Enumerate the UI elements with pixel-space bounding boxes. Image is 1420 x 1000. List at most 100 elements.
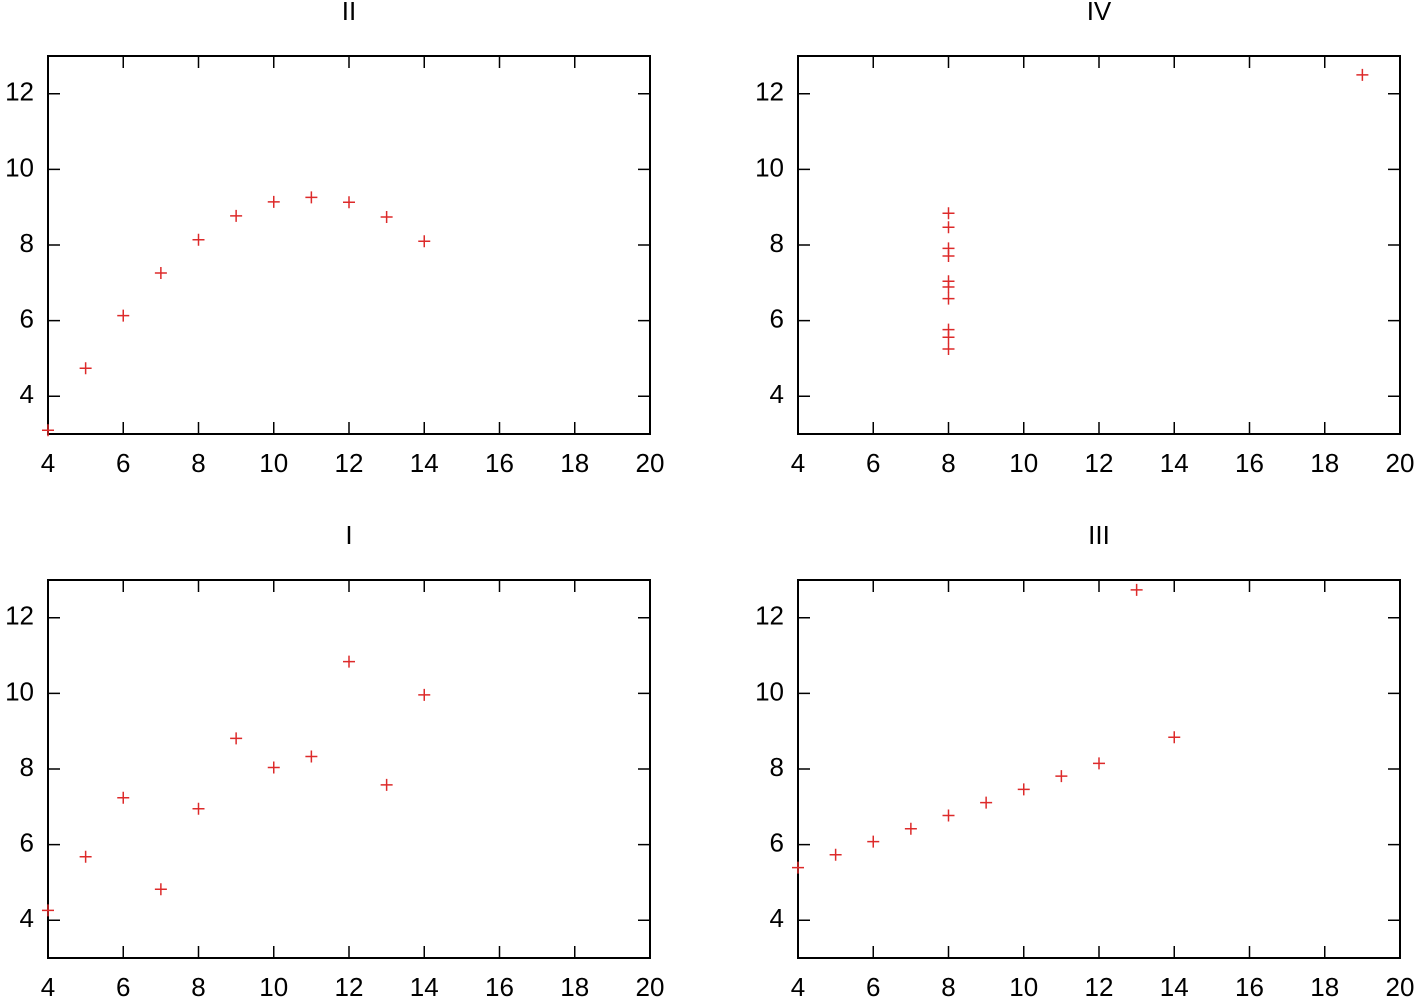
chart-title: III bbox=[1088, 520, 1110, 550]
point bbox=[192, 233, 205, 246]
x-tick-label: 14 bbox=[1160, 448, 1189, 478]
point bbox=[230, 732, 243, 745]
x-tick-label: 18 bbox=[1310, 448, 1339, 478]
point bbox=[942, 242, 955, 255]
point bbox=[42, 904, 54, 917]
x-tick-label: 8 bbox=[941, 448, 955, 478]
x-tick-label: 4 bbox=[41, 448, 55, 478]
point bbox=[305, 191, 318, 204]
point bbox=[42, 424, 54, 437]
y-tick-label: 10 bbox=[755, 676, 784, 706]
chart-title: I bbox=[345, 520, 352, 550]
point bbox=[867, 835, 880, 848]
x-tick-label: 12 bbox=[1085, 972, 1114, 1000]
point bbox=[1356, 68, 1369, 81]
x-tick-label: 10 bbox=[259, 972, 288, 1000]
point bbox=[305, 750, 318, 763]
point bbox=[1017, 783, 1030, 796]
x-tick-label: 14 bbox=[410, 448, 439, 478]
point bbox=[1093, 757, 1105, 770]
x-tick-label: 6 bbox=[866, 448, 880, 478]
x-tick-label: 14 bbox=[1160, 972, 1189, 1000]
x-tick-label: 10 bbox=[1009, 972, 1038, 1000]
point bbox=[79, 850, 92, 863]
point bbox=[267, 195, 280, 208]
y-tick-label: 12 bbox=[5, 77, 34, 107]
y-tick-label: 4 bbox=[770, 379, 784, 409]
point bbox=[942, 280, 955, 293]
x-tick-label: 20 bbox=[636, 972, 665, 1000]
point bbox=[418, 235, 431, 248]
point bbox=[267, 761, 280, 774]
y-tick-label: 6 bbox=[770, 303, 784, 333]
y-tick-label: 6 bbox=[770, 827, 784, 857]
x-tick-label: 18 bbox=[560, 448, 589, 478]
x-tick-label: 6 bbox=[116, 448, 130, 478]
chart-title: IV bbox=[1087, 0, 1112, 26]
point bbox=[904, 822, 917, 835]
x-tick-label: 10 bbox=[259, 448, 288, 478]
x-tick-label: 12 bbox=[335, 448, 364, 478]
point bbox=[829, 848, 842, 861]
y-tick-label: 8 bbox=[20, 228, 34, 258]
y-tick-label: 12 bbox=[5, 601, 34, 631]
x-tick-label: 18 bbox=[1310, 972, 1339, 1000]
chart-title: II bbox=[342, 0, 356, 26]
point bbox=[980, 796, 993, 809]
x-tick-label: 18 bbox=[560, 972, 589, 1000]
y-tick-label: 12 bbox=[755, 601, 784, 631]
x-tick-label: 10 bbox=[1009, 448, 1038, 478]
y-tick-label: 4 bbox=[20, 903, 34, 933]
point bbox=[1055, 770, 1068, 783]
x-tick-label: 4 bbox=[791, 972, 805, 1000]
x-tick-label: 16 bbox=[1235, 448, 1264, 478]
y-tick-label: 8 bbox=[770, 228, 784, 258]
x-tick-label: 20 bbox=[1386, 972, 1415, 1000]
x-tick-label: 20 bbox=[636, 448, 665, 478]
plot-frame bbox=[47, 579, 651, 959]
y-tick-label: 10 bbox=[5, 152, 34, 182]
x-tick-label: 8 bbox=[191, 448, 205, 478]
y-tick-label: 8 bbox=[20, 752, 34, 782]
point bbox=[942, 207, 955, 220]
point bbox=[380, 778, 393, 791]
x-tick-label: 8 bbox=[191, 972, 205, 1000]
y-tick-label: 10 bbox=[5, 676, 34, 706]
point bbox=[1130, 583, 1143, 596]
point bbox=[942, 809, 955, 822]
x-tick-label: 4 bbox=[791, 448, 805, 478]
point bbox=[792, 861, 804, 874]
point bbox=[117, 791, 130, 804]
point bbox=[117, 309, 130, 322]
x-tick-label: 16 bbox=[485, 448, 514, 478]
y-tick-label: 8 bbox=[770, 752, 784, 782]
point bbox=[942, 292, 955, 305]
point bbox=[380, 211, 393, 224]
plot-frame bbox=[47, 55, 651, 435]
point bbox=[343, 196, 355, 209]
point bbox=[942, 221, 955, 234]
point bbox=[942, 331, 955, 344]
y-tick-label: 6 bbox=[20, 827, 34, 857]
point bbox=[942, 342, 955, 355]
x-tick-label: 6 bbox=[866, 972, 880, 1000]
point bbox=[1168, 731, 1181, 744]
point bbox=[192, 802, 205, 815]
x-tick-label: 16 bbox=[485, 972, 514, 1000]
x-tick-label: 8 bbox=[941, 972, 955, 1000]
point bbox=[154, 266, 167, 279]
x-tick-label: 4 bbox=[41, 972, 55, 1000]
x-tick-label: 12 bbox=[335, 972, 364, 1000]
y-tick-label: 4 bbox=[20, 379, 34, 409]
point bbox=[154, 883, 167, 896]
y-tick-label: 6 bbox=[20, 303, 34, 333]
point bbox=[418, 688, 431, 701]
point bbox=[79, 362, 92, 375]
plot-frame bbox=[797, 55, 1401, 435]
x-tick-label: 12 bbox=[1085, 448, 1114, 478]
x-tick-label: 20 bbox=[1386, 448, 1415, 478]
x-tick-label: 14 bbox=[410, 972, 439, 1000]
x-tick-label: 16 bbox=[1235, 972, 1264, 1000]
point bbox=[343, 655, 355, 668]
